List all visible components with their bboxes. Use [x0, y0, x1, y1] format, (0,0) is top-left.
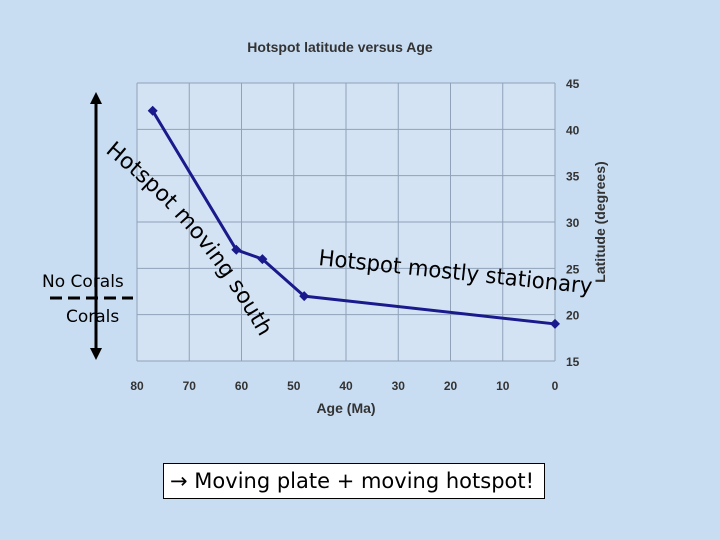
y-tick-label: 45 — [566, 77, 580, 91]
y-axis-label: Latitude (degrees) — [592, 161, 608, 282]
x-tick-label: 40 — [339, 379, 353, 393]
x-tick-label: 50 — [287, 379, 301, 393]
y-tick-label: 25 — [566, 262, 580, 276]
data-point-marker — [550, 318, 560, 329]
x-tick-label: 80 — [130, 379, 144, 393]
data-point-marker — [257, 254, 268, 265]
x-tick-label: 70 — [183, 379, 197, 393]
arrow-icon: → — [170, 469, 188, 493]
x-tick-label: 20 — [444, 379, 458, 393]
no-corals-label: No Corals — [42, 272, 124, 292]
caption-box: → Moving plate + moving hotspot! — [163, 463, 545, 499]
y-tick-label: 35 — [566, 170, 580, 184]
caption-text: Moving plate + moving hotspot! — [194, 469, 535, 493]
data-point-marker — [147, 105, 158, 116]
chart-title: Hotspot latitude versus Age — [247, 39, 433, 55]
y-tick-label: 20 — [566, 309, 580, 323]
series — [147, 105, 560, 329]
data-point-marker — [231, 244, 242, 255]
x-tick-label: 0 — [552, 379, 559, 393]
up-arrowhead — [90, 92, 102, 104]
down-arrowhead — [90, 348, 102, 360]
data-point-marker — [299, 291, 310, 302]
grid — [136, 82, 556, 362]
corals-label: Corals — [66, 307, 119, 327]
y-tick-label: 40 — [566, 123, 580, 137]
x-tick-label: 10 — [496, 379, 510, 393]
y-tick-label: 15 — [566, 355, 580, 369]
x-tick-label: 30 — [392, 379, 406, 393]
y-tick-label: 30 — [566, 216, 580, 230]
x-axis-label: Age (Ma) — [316, 400, 375, 416]
ticks: 80 70 60 50 40 30 20 10 0 15 20 25 30 35 40 45 — [130, 77, 579, 393]
x-tick-label: 60 — [235, 379, 249, 393]
